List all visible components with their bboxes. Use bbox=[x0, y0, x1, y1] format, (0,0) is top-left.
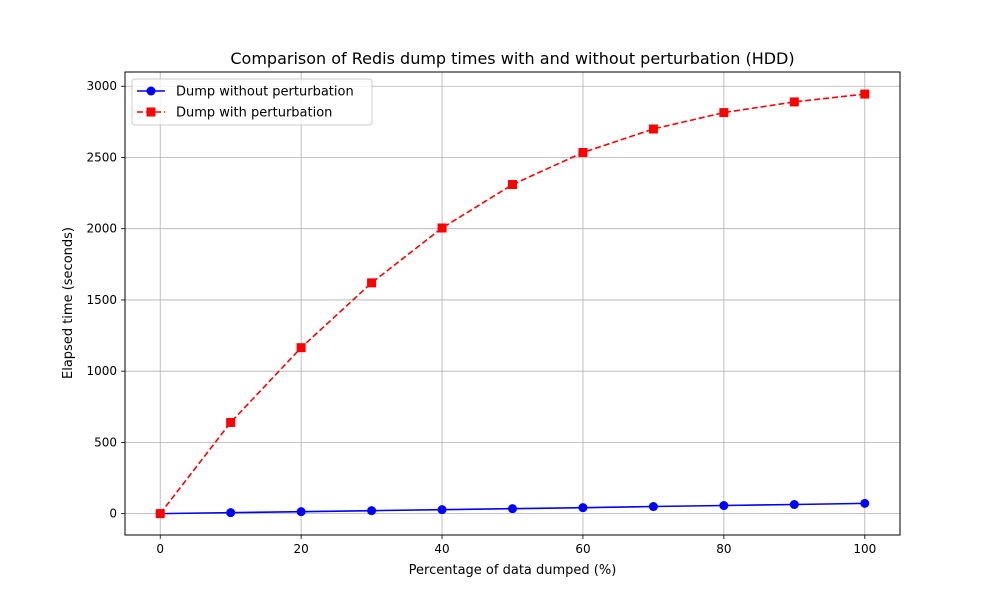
y-tick-label: 0 bbox=[109, 507, 117, 521]
x-tick-label: 60 bbox=[575, 542, 590, 556]
legend-label: Dump with perturbation bbox=[176, 106, 332, 121]
data-point bbox=[578, 147, 588, 157]
data-point bbox=[648, 124, 658, 134]
legend-marker bbox=[146, 86, 156, 96]
legend-box bbox=[131, 78, 373, 126]
data-point bbox=[789, 97, 799, 107]
y-axis-label: Elapsed time (seconds) bbox=[61, 227, 76, 379]
plot-frame bbox=[124, 71, 901, 536]
legend-entry: Dump without perturbation bbox=[137, 85, 354, 100]
data-point bbox=[437, 505, 447, 515]
y-tick-label: 2000 bbox=[86, 222, 117, 236]
data-point bbox=[226, 508, 236, 518]
data-point bbox=[367, 278, 377, 288]
x-tick-label: 100 bbox=[853, 542, 876, 556]
series-1 bbox=[155, 89, 870, 519]
legend: Dump without perturbation Dump with pertu… bbox=[131, 78, 373, 126]
data-point bbox=[860, 498, 870, 508]
data-point bbox=[296, 507, 306, 517]
legend-entry: Dump with perturbation bbox=[137, 106, 332, 121]
x-tick-label: 0 bbox=[156, 542, 164, 556]
x-axis-label: Percentage of data dumped (%) bbox=[409, 563, 617, 578]
y-tick-label: 1000 bbox=[86, 364, 117, 378]
data-point bbox=[860, 89, 870, 99]
x-tick-label: 20 bbox=[293, 542, 308, 556]
y-tick-label: 500 bbox=[94, 435, 117, 449]
data-point bbox=[437, 223, 447, 233]
series-0 bbox=[155, 498, 870, 519]
data-point bbox=[508, 180, 517, 190]
data-point bbox=[226, 417, 236, 427]
data-point bbox=[719, 501, 729, 511]
legend-label: Dump without perturbation bbox=[176, 85, 354, 100]
x-tick-label: 80 bbox=[716, 542, 731, 556]
grid bbox=[125, 72, 900, 535]
data-point bbox=[367, 506, 377, 516]
y-tick-label: 1500 bbox=[86, 293, 117, 307]
y-tick-label: 3000 bbox=[86, 79, 117, 93]
legend-marker bbox=[146, 107, 156, 117]
x-tick-label: 40 bbox=[434, 542, 449, 556]
data-point bbox=[296, 343, 306, 353]
chart-title: Comparison of Redis dump times with and … bbox=[230, 49, 794, 68]
data-point bbox=[789, 500, 799, 510]
data-point bbox=[648, 502, 658, 512]
data-point bbox=[155, 509, 165, 519]
series-line bbox=[159, 93, 865, 515]
data-point bbox=[508, 504, 517, 514]
data-point bbox=[719, 108, 729, 118]
y-tick-label: 2500 bbox=[86, 150, 117, 164]
series-layer bbox=[155, 89, 870, 519]
data-point bbox=[578, 503, 588, 513]
